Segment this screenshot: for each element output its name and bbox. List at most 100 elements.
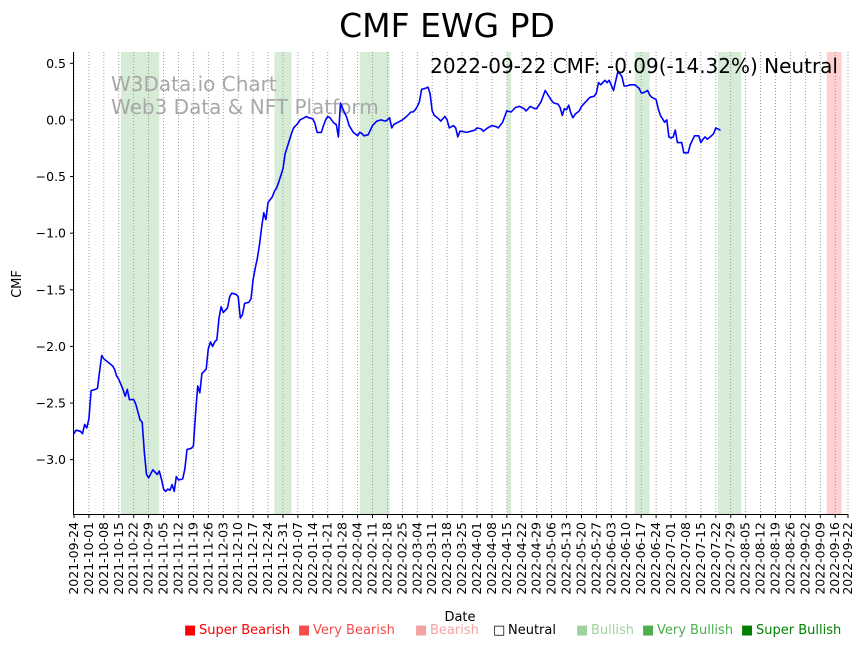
data-point-186 xyxy=(597,82,600,84)
data-point-221 xyxy=(698,135,700,137)
x-tick-label-26: 2022-03-25 xyxy=(454,522,469,595)
data-point-131 xyxy=(425,87,427,89)
y-tick-label-0: 0.5 xyxy=(46,56,66,71)
data-point-134 xyxy=(431,110,433,112)
data-point-90 xyxy=(305,115,307,118)
data-point-71 xyxy=(254,267,256,269)
data-point-76 xyxy=(265,219,267,221)
data-point-160 xyxy=(519,105,521,107)
data-point-205 xyxy=(651,96,653,98)
y-ticks: 0.5 0.0 −0.5 −1.0 −1.5 −2.0 −2.5 −3.0 xyxy=(36,56,74,467)
data-point-99 xyxy=(329,117,331,119)
data-point-121 xyxy=(393,123,395,126)
data-point-107 xyxy=(350,128,352,130)
x-tick-label-25: 2022-03-18 xyxy=(439,522,454,595)
data-point-219 xyxy=(689,144,691,146)
data-point-177 xyxy=(570,112,572,114)
data-point-214 xyxy=(674,129,676,131)
x-tick-label-31: 2022-04-29 xyxy=(529,522,544,595)
data-point-171 xyxy=(557,103,559,105)
x-tick-label-8: 2021-11-19 xyxy=(185,522,200,595)
data-point-218 xyxy=(687,152,689,154)
x-tick-label-43: 2022-07-22 xyxy=(708,522,723,595)
x-tick-label-45: 2022-08-05 xyxy=(738,522,753,595)
data-point-97 xyxy=(325,119,327,121)
data-point-106 xyxy=(348,125,350,127)
x-tick-label-22: 2022-02-25 xyxy=(394,522,409,595)
y-tick-label-4: −1.5 xyxy=(36,282,66,297)
y-tick-label-7: −3.0 xyxy=(36,452,66,467)
x-tick-label-35: 2022-05-27 xyxy=(588,522,603,595)
data-point-114 xyxy=(371,125,374,127)
data-point-229 xyxy=(719,129,721,131)
data-point-96 xyxy=(322,125,325,127)
data-point-146 xyxy=(465,131,467,133)
data-point-26 xyxy=(143,452,145,454)
data-point-78 xyxy=(271,196,273,198)
x-tick-label-40: 2022-07-01 xyxy=(663,522,678,595)
data-point-100 xyxy=(333,122,335,124)
data-point-211 xyxy=(668,136,670,138)
x-tick-label-5: 2021-10-29 xyxy=(141,522,156,595)
data-point-8 xyxy=(94,388,96,390)
data-point-24 xyxy=(139,419,141,421)
data-point-192 xyxy=(615,80,617,82)
data-point-77 xyxy=(267,202,269,204)
data-point-222 xyxy=(700,142,702,144)
data-point-57 xyxy=(218,317,220,319)
data-point-40 xyxy=(175,476,177,478)
data-point-42 xyxy=(182,478,184,480)
data-point-150 xyxy=(480,128,482,130)
data-point-79 xyxy=(273,190,275,192)
data-point-51 xyxy=(205,368,207,370)
x-tick-label-37: 2022-06-10 xyxy=(618,522,633,595)
data-point-139 xyxy=(446,119,448,121)
data-point-138 xyxy=(444,115,446,118)
data-point-227 xyxy=(713,132,715,135)
x-tick-label-42: 2022-07-15 xyxy=(693,522,708,595)
data-point-213 xyxy=(672,136,674,138)
x-tick-label-1: 2021-10-01 xyxy=(81,522,96,595)
data-point-176 xyxy=(568,104,570,106)
data-point-175 xyxy=(565,109,568,111)
data-point-182 xyxy=(585,101,587,103)
x-tick-label-30: 2022-04-22 xyxy=(514,522,529,595)
data-point-74 xyxy=(261,226,263,229)
data-point-94 xyxy=(316,131,318,133)
series-points-0 xyxy=(73,71,721,492)
x-tick-label-51: 2022-09-16 xyxy=(827,522,842,595)
y-tick-label-1: 0.0 xyxy=(46,112,66,127)
data-point-163 xyxy=(529,105,531,107)
data-point-29 xyxy=(152,469,154,471)
data-point-187 xyxy=(600,84,602,86)
watermark-line-1: W3Data.io Chart xyxy=(111,72,277,96)
legend-label-6: Super Bullish xyxy=(756,623,841,638)
data-point-158 xyxy=(510,111,512,113)
shaded-region-2 xyxy=(359,52,390,514)
data-point-3 xyxy=(81,433,84,435)
data-point-132 xyxy=(427,86,429,88)
x-tick-label-21: 2022-02-18 xyxy=(379,522,394,595)
data-point-64 xyxy=(237,296,239,298)
data-point-15 xyxy=(113,368,116,370)
data-point-65 xyxy=(239,317,241,319)
data-point-157 xyxy=(506,110,508,112)
data-point-12 xyxy=(103,358,105,360)
data-point-16 xyxy=(116,375,118,377)
data-point-193 xyxy=(617,71,619,73)
data-point-151 xyxy=(482,130,484,132)
data-point-49 xyxy=(199,392,201,394)
x-tick-label-19: 2022-02-04 xyxy=(350,522,365,595)
legend-label-2: Bearish xyxy=(430,623,479,638)
data-point-98 xyxy=(327,115,329,118)
data-point-86 xyxy=(293,127,295,129)
data-point-20 xyxy=(126,388,128,390)
data-point-66 xyxy=(241,314,243,316)
x-tick-label-3: 2021-10-15 xyxy=(111,522,126,595)
data-point-46 xyxy=(192,445,194,447)
data-point-110 xyxy=(359,131,361,133)
x-tick-label-44: 2022-07-29 xyxy=(723,522,738,595)
data-point-67 xyxy=(244,302,246,304)
legend-item-bearish: ■ Bearish xyxy=(415,623,479,638)
data-point-172 xyxy=(559,106,561,109)
